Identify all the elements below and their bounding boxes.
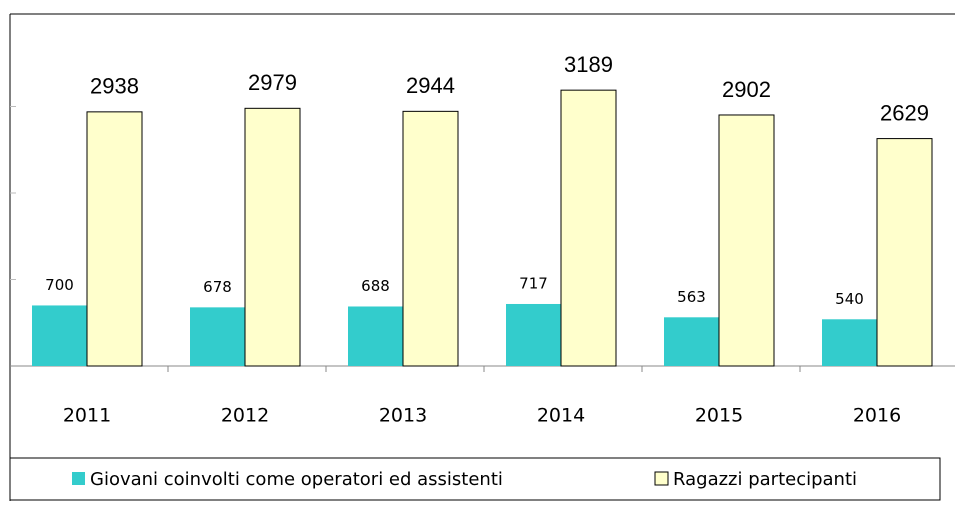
legend-swatch: [654, 471, 669, 486]
value-label: 700: [45, 276, 74, 294]
legend-swatch: [72, 472, 85, 485]
bar: [402, 110, 459, 367]
bar: [86, 111, 143, 367]
x-tick-label: 2016: [853, 405, 901, 427]
legend-label: Ragazzi partecipanti: [673, 469, 857, 490]
x-tick-label: 2013: [379, 405, 427, 427]
bar: [244, 107, 301, 367]
bar: [876, 138, 933, 367]
value-label: 688: [361, 277, 390, 295]
value-label: 2629: [880, 100, 929, 125]
bar: [560, 89, 617, 367]
x-tick-label: 2014: [537, 405, 585, 427]
bar: [348, 306, 403, 366]
legend-label: Giovani coinvolti come operatori ed assi…: [90, 469, 503, 490]
bar: [506, 303, 561, 366]
bar: [718, 114, 775, 367]
x-tick-label: 2012: [221, 405, 269, 427]
value-label: 2902: [722, 77, 771, 102]
value-label: 717: [519, 274, 548, 292]
value-label: 2938: [90, 74, 139, 99]
value-label: 678: [203, 278, 232, 296]
value-label: 2979: [248, 70, 297, 95]
value-label: 563: [677, 288, 706, 306]
bar: [190, 307, 245, 366]
legend-box: [9, 457, 941, 501]
bar: [32, 305, 87, 366]
value-label: 3189: [564, 52, 613, 77]
value-label: 2944: [406, 73, 455, 98]
bar: [822, 319, 877, 366]
bar: [664, 317, 719, 366]
x-tick-label: 2011: [63, 405, 111, 427]
x-tick-label: 2015: [695, 405, 743, 427]
value-label: 540: [835, 290, 864, 308]
